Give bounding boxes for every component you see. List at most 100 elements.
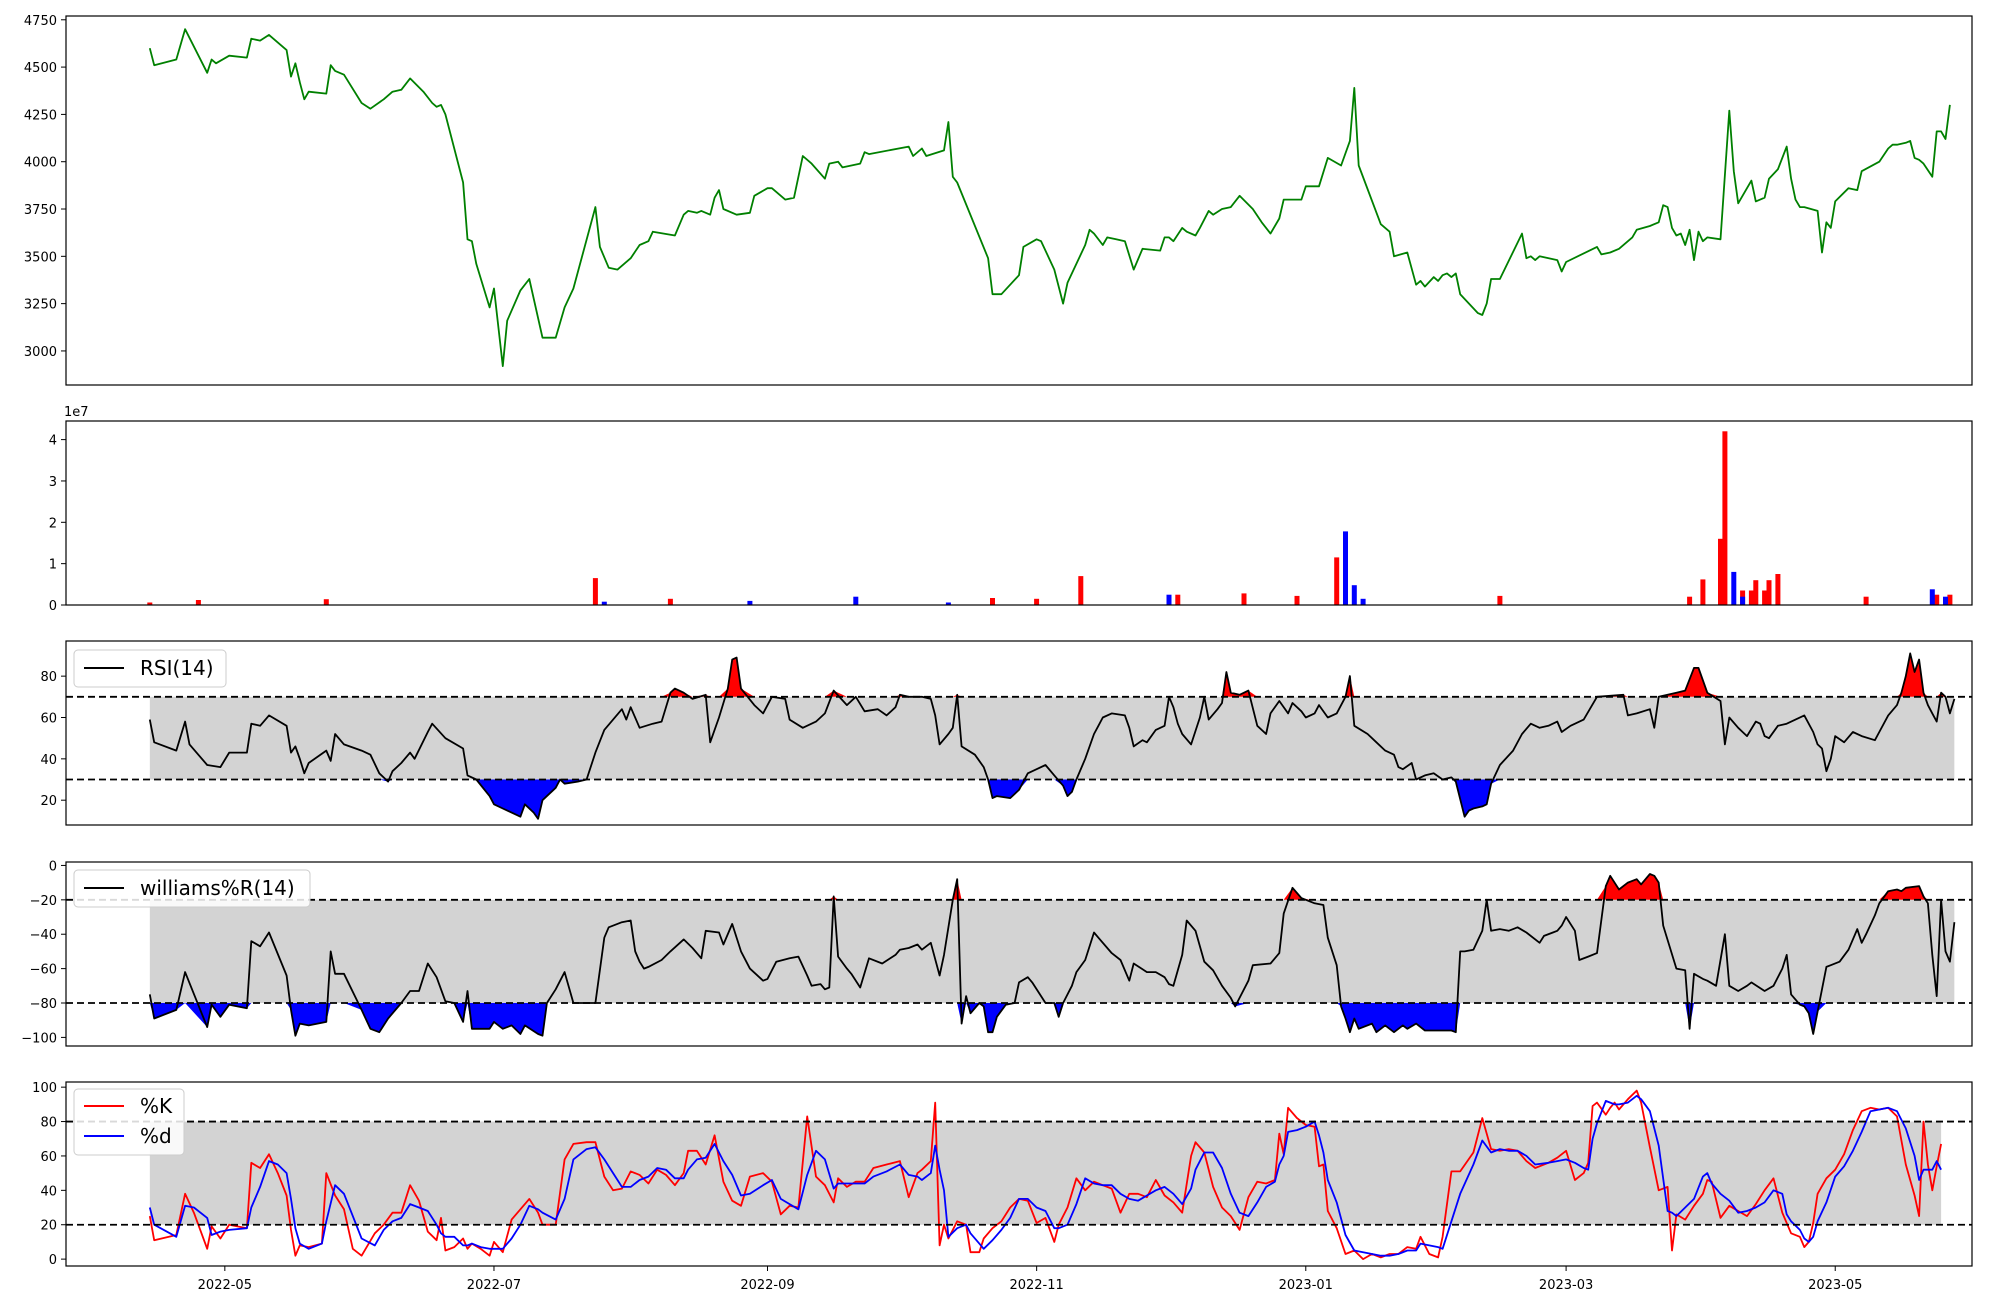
volume-ytick-label: 1 xyxy=(49,558,57,573)
williams-ytick-label: −40 xyxy=(30,928,57,943)
x-tick-label: 2023-05 xyxy=(1808,1278,1862,1293)
rsi-legend-label: RSI(14) xyxy=(140,656,214,680)
williams-ytick-label: −80 xyxy=(30,997,57,1012)
rsi-ytick-label: 20 xyxy=(40,794,57,809)
price-ytick-label: 4250 xyxy=(24,108,57,123)
x-tick-label: 2022-11 xyxy=(1009,1278,1063,1293)
volume-ytick-label: 4 xyxy=(49,434,57,449)
volume-bar-up xyxy=(323,599,329,605)
x-tick-label: 2022-07 xyxy=(467,1278,521,1293)
volume-plot-area xyxy=(66,421,1972,605)
stochastic-frame xyxy=(65,1081,1973,1267)
price-plot-area xyxy=(66,16,1972,385)
williams-ytick-label: 0 xyxy=(49,859,57,874)
volume-bar-up xyxy=(195,600,201,605)
price-panel: 3000 3250 3500 3750 4000 4250 4500 4750 xyxy=(24,14,1973,386)
volume-bar-up xyxy=(1687,596,1693,605)
stochastic-ytick-label: 20 xyxy=(40,1219,57,1234)
volume-ytick-label: 3 xyxy=(49,475,57,490)
williams-line xyxy=(148,873,1956,1037)
stochastic-panel: 0 20 40 60 80 100 2022-05 2022-07 2022-09 2022-11… xyxy=(32,1081,1973,1293)
price-ytick-label: 4500 xyxy=(24,61,57,76)
price-ytick-label: 3500 xyxy=(24,250,57,265)
rsi-ytick-label: 40 xyxy=(40,753,57,768)
volume-bar-down xyxy=(1166,594,1172,605)
volume-bar-up xyxy=(1294,595,1300,605)
volume-panel: 0 1 2 3 4 xyxy=(49,420,1973,614)
williams-legend: williams%R(14) xyxy=(73,869,311,908)
price-ytick-label: 4000 xyxy=(24,156,57,171)
williams-oversold-fill xyxy=(149,1003,1955,1036)
williams-legend-label: williams%R(14) xyxy=(140,876,295,900)
stochastic-ytick-label: 100 xyxy=(32,1081,57,1096)
volume-frame xyxy=(65,420,1973,606)
volume-bar-up xyxy=(1934,594,1940,605)
volume-bar-up xyxy=(1762,590,1768,605)
rsi-ytick-label: 80 xyxy=(40,670,57,685)
volume-bar-up xyxy=(1034,598,1040,605)
volume-bar-up xyxy=(1722,431,1728,605)
volume-bar-up xyxy=(1753,580,1759,605)
volume-bar-up xyxy=(1241,593,1247,605)
rsi-ytick-label: 60 xyxy=(40,711,57,726)
volume-bar-up xyxy=(1766,580,1772,605)
volume-bar-down xyxy=(1929,589,1935,605)
rsi-legend: RSI(14) xyxy=(73,649,227,688)
volume-bar-down xyxy=(1343,531,1348,605)
price-ytick-label: 3000 xyxy=(24,345,57,360)
rsi-panel: 20 40 60 80 xyxy=(40,640,1973,826)
volume-bar-up xyxy=(1497,595,1503,605)
stochastic-ytick-label: 0 xyxy=(49,1253,57,1268)
volume-bar-up xyxy=(1775,574,1781,605)
volume-bar-up xyxy=(990,598,995,605)
stochastic-neutral-band xyxy=(149,1121,1942,1225)
price-ytick-label: 4750 xyxy=(24,14,57,29)
volume-bar-up xyxy=(1700,579,1706,605)
volume-bar-up xyxy=(1863,596,1869,605)
volume-exponent-label: 1e7 xyxy=(64,405,89,420)
volume-bar-down xyxy=(747,600,753,605)
price-ytick-label: 3750 xyxy=(24,203,57,218)
price-ytick-label: 3250 xyxy=(24,298,57,313)
stochastic-d-line xyxy=(148,1094,1942,1257)
d-legend-label: %d xyxy=(140,1124,172,1148)
chart-panels: 3000325035003750400042504500475001234204… xyxy=(21,14,1973,1293)
volume-bar-down xyxy=(601,601,607,605)
volume-bar-down xyxy=(853,596,859,605)
volume-bar-down xyxy=(1740,596,1746,605)
williams-legend-box xyxy=(73,869,311,908)
rsi-frame xyxy=(65,640,1973,826)
x-tick-label: 2022-09 xyxy=(740,1278,794,1293)
x-tick-label: 2023-03 xyxy=(1539,1278,1593,1293)
williams-ytick-label: −20 xyxy=(30,894,57,909)
volume-bar-up xyxy=(1947,594,1953,605)
rsi-line xyxy=(148,652,1956,820)
volume-bar-down xyxy=(945,602,951,605)
williams-ytick-label: −100 xyxy=(21,1031,57,1046)
volume-bar-down xyxy=(1943,596,1948,605)
volume-bar-up xyxy=(1078,576,1084,605)
volume-bar-up xyxy=(1175,594,1181,605)
volume-bar-up xyxy=(592,578,598,605)
volume-bar-up xyxy=(1334,557,1340,605)
stochastic-legend: %K %d xyxy=(73,1088,185,1156)
volume-bar-down xyxy=(1351,585,1357,605)
rsi-legend-box xyxy=(73,649,227,688)
williams-neutral-band xyxy=(149,899,1955,1004)
stochastic-ytick-label: 80 xyxy=(40,1116,57,1131)
volume-bar-up xyxy=(147,602,153,605)
volume-bar-down xyxy=(1731,571,1737,605)
x-tick-label: 2022-05 xyxy=(198,1278,252,1293)
stochastic-k-line xyxy=(148,1089,1942,1260)
williams-ytick-label: −60 xyxy=(30,963,57,978)
volume-bar-down xyxy=(1360,598,1366,605)
rsi-neutral-band xyxy=(149,696,1955,780)
stochastic-ytick-label: 60 xyxy=(40,1150,57,1165)
volume-ytick-label: 2 xyxy=(49,516,57,531)
k-legend-label: %K xyxy=(140,1094,173,1118)
volume-bar-up xyxy=(1748,590,1754,605)
volume-ytick-label: 0 xyxy=(49,599,57,614)
williams-frame xyxy=(65,861,1973,1047)
x-tick-label: 2023-01 xyxy=(1279,1278,1333,1293)
price-line xyxy=(148,28,1951,367)
